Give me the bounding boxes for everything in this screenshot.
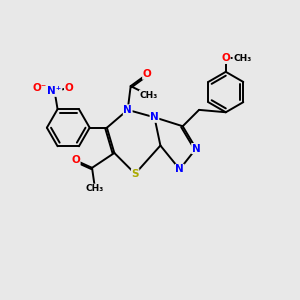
Text: O: O — [143, 69, 152, 79]
Text: S: S — [131, 169, 139, 179]
Text: CH₃: CH₃ — [140, 91, 158, 100]
Text: N⁺: N⁺ — [47, 86, 62, 96]
Text: CH₃: CH₃ — [233, 54, 251, 63]
Text: N: N — [175, 164, 184, 174]
Text: CH₃: CH₃ — [86, 184, 104, 193]
Text: O⁻: O⁻ — [33, 83, 47, 93]
Text: N: N — [150, 112, 159, 122]
Text: O: O — [71, 155, 80, 165]
Text: N: N — [192, 143, 200, 154]
Text: O: O — [64, 83, 73, 93]
Text: O: O — [221, 53, 230, 64]
Text: N: N — [123, 105, 132, 115]
